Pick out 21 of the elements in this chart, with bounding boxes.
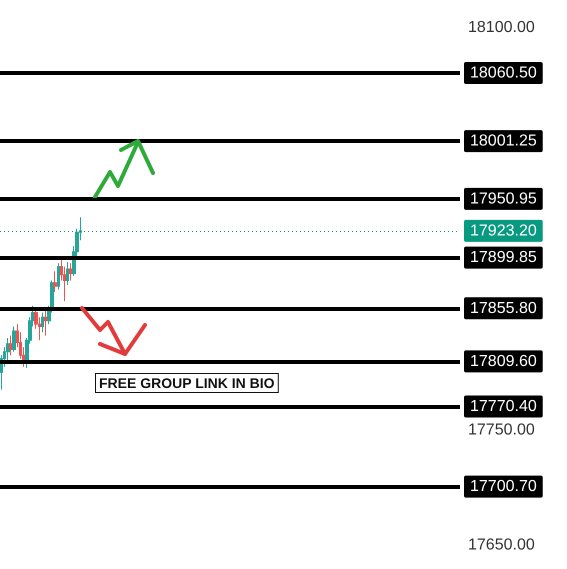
ref-line-label: 17809.60	[470, 352, 537, 370]
ref-line-label: 17923.20	[470, 222, 537, 240]
ref-line-label: 17855.80	[470, 300, 537, 317]
candlestick	[66, 262, 69, 286]
ref-line-label: 17950.95	[470, 190, 537, 208]
y-tick-label: 17750.00	[468, 421, 535, 438]
candlestick	[44, 308, 47, 336]
ref-line-label: 17700.70	[470, 478, 537, 496]
candlestick	[53, 270, 57, 292]
candlestick	[41, 312, 44, 333]
candlestick	[9, 335, 13, 356]
annotation: FREE GROUP LINK IN BIO	[99, 375, 275, 391]
ref-line-label: 17899.85	[470, 249, 537, 266]
candlestick	[69, 262, 73, 281]
ref-line-label: 17770.40	[470, 398, 537, 415]
y-tick-label: 18100.00	[468, 19, 535, 36]
candlestick	[12, 326, 16, 352]
y-tick-label: 17650.00	[468, 536, 535, 554]
candlestick	[57, 262, 60, 290]
ref-line-label: 18060.50	[470, 64, 537, 82]
ref-line-label: 18001.25	[470, 132, 537, 150]
